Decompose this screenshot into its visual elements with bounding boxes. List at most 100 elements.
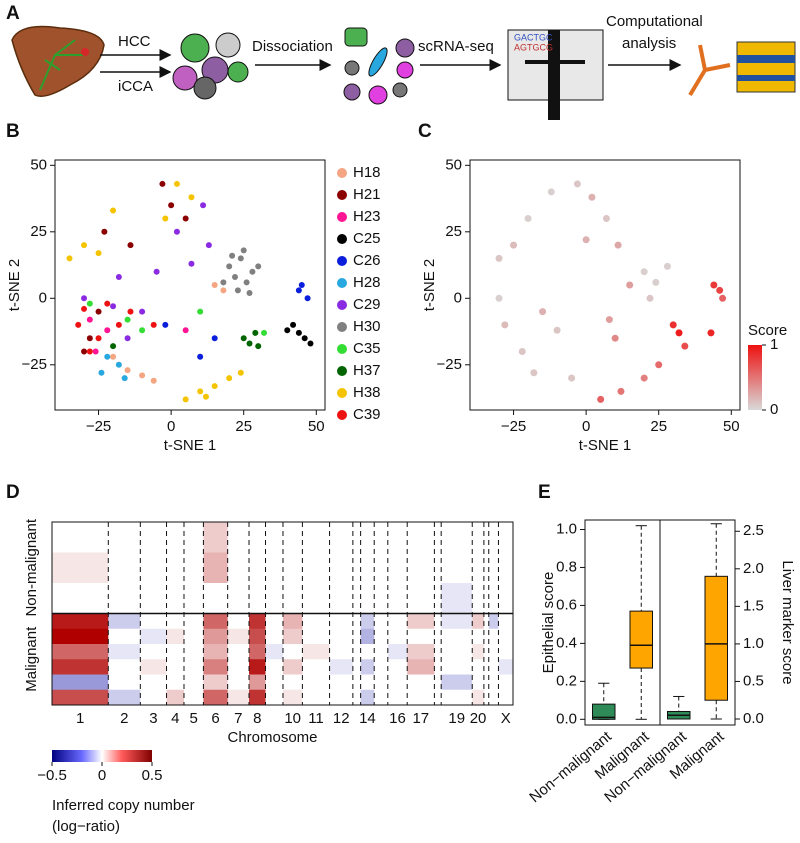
point [200,202,207,209]
x-tick-label: 25 [650,418,667,435]
plot-frame [51,521,514,706]
point [617,387,625,395]
heatmap-cell [360,522,375,553]
point [124,316,131,323]
heatmap-cell [249,522,266,553]
heatmap-cell [488,689,499,706]
dissociated-cells [343,27,415,105]
plot-frame [469,159,741,411]
point [553,326,561,334]
x-tick-label: 1 [76,710,84,727]
heatmap-cell [329,628,354,645]
heatmap-cell [488,522,499,553]
heatmap-cell [483,552,490,584]
heatmap-cell [249,689,266,706]
heatmap-cell [265,659,284,675]
x-tick-label: 2 [120,710,128,727]
point [663,262,671,270]
legend-label: H23 [353,208,381,225]
heatmap-cell [227,613,250,630]
panel-label: A [6,3,20,24]
heatmap-cell [434,674,442,691]
step-label: scRNA-seq [418,38,494,55]
point [255,343,262,350]
point [173,228,180,235]
heatmap-cell [140,689,167,706]
heatmap-cell [108,613,141,630]
heatmap-cell [387,583,408,614]
trajectory-icon [688,44,731,97]
heatmap-cell [441,659,473,675]
heatmap-cell [498,628,514,645]
heatmap-cell [140,583,167,614]
heatmap-cell [488,628,499,645]
y-tick-label: 25 [445,223,462,240]
heatmap-cell [166,583,185,614]
colorbar-tick-label: 0.5 [142,767,163,784]
heatmap-cell [282,628,303,645]
heatmap-cell [360,674,375,691]
heatmap-cell [483,659,490,675]
box [592,703,616,720]
y-tick-label: 0.5 [743,672,764,689]
x-axis-title: t-SNE 1 [164,437,217,454]
heatmap-cell [108,644,141,660]
legend-swatch [337,388,347,398]
x-tick-label: −25 [501,418,526,435]
heatmap-cell [227,583,250,614]
point [655,361,663,369]
point [139,372,146,379]
tumor-icon [81,48,89,56]
point [124,367,131,374]
point [127,308,134,315]
heatmap-cell [387,644,408,660]
point [104,353,111,360]
legend-swatch [337,366,347,376]
heatmap-cell [352,644,361,660]
box [704,575,728,701]
heatmap-cell [374,674,389,691]
heatmap-cell [407,552,435,584]
y-tick-label: 1.5 [743,597,764,614]
heatmap-cell [472,613,485,630]
heatmap-cell [140,644,167,660]
heatmap-cell [374,613,389,630]
point [205,242,212,249]
point [162,321,169,328]
point [124,335,131,342]
y-tick-label: −25 [22,356,47,373]
heatmap-cell [387,674,408,691]
point [597,395,605,403]
heatmap-cell [441,613,473,630]
group-label: Malignant [23,626,40,692]
heatmap-cell [407,613,435,630]
point [237,369,244,376]
point [75,321,82,328]
heatmap-cell [108,689,141,706]
heatmap-cell [329,613,354,630]
heatmap-cell [374,552,389,584]
heatmap-cell [302,613,330,630]
heatmap-cell [282,689,303,706]
heatmap-cell [302,628,330,645]
point [614,241,622,249]
heatmap-cell [203,659,228,675]
heatmap-cell [488,644,499,660]
point [530,369,538,377]
point [307,340,314,347]
point [202,393,209,400]
heatmap-cell [329,552,354,584]
heatmap-cell [249,613,266,630]
heatmap-cell [302,552,330,584]
point [252,329,259,336]
point [495,254,503,262]
heatmap-cell [302,644,330,660]
heatmap-cell [407,674,435,691]
legend-label: H30 [353,318,381,335]
heatmap-cell [441,522,473,553]
y-axis-title: t-SNE 2 [6,259,23,312]
heatmap-cell [140,674,167,691]
heatmap-cell [483,689,490,706]
point [81,242,88,249]
heatmap-cell [434,583,442,614]
